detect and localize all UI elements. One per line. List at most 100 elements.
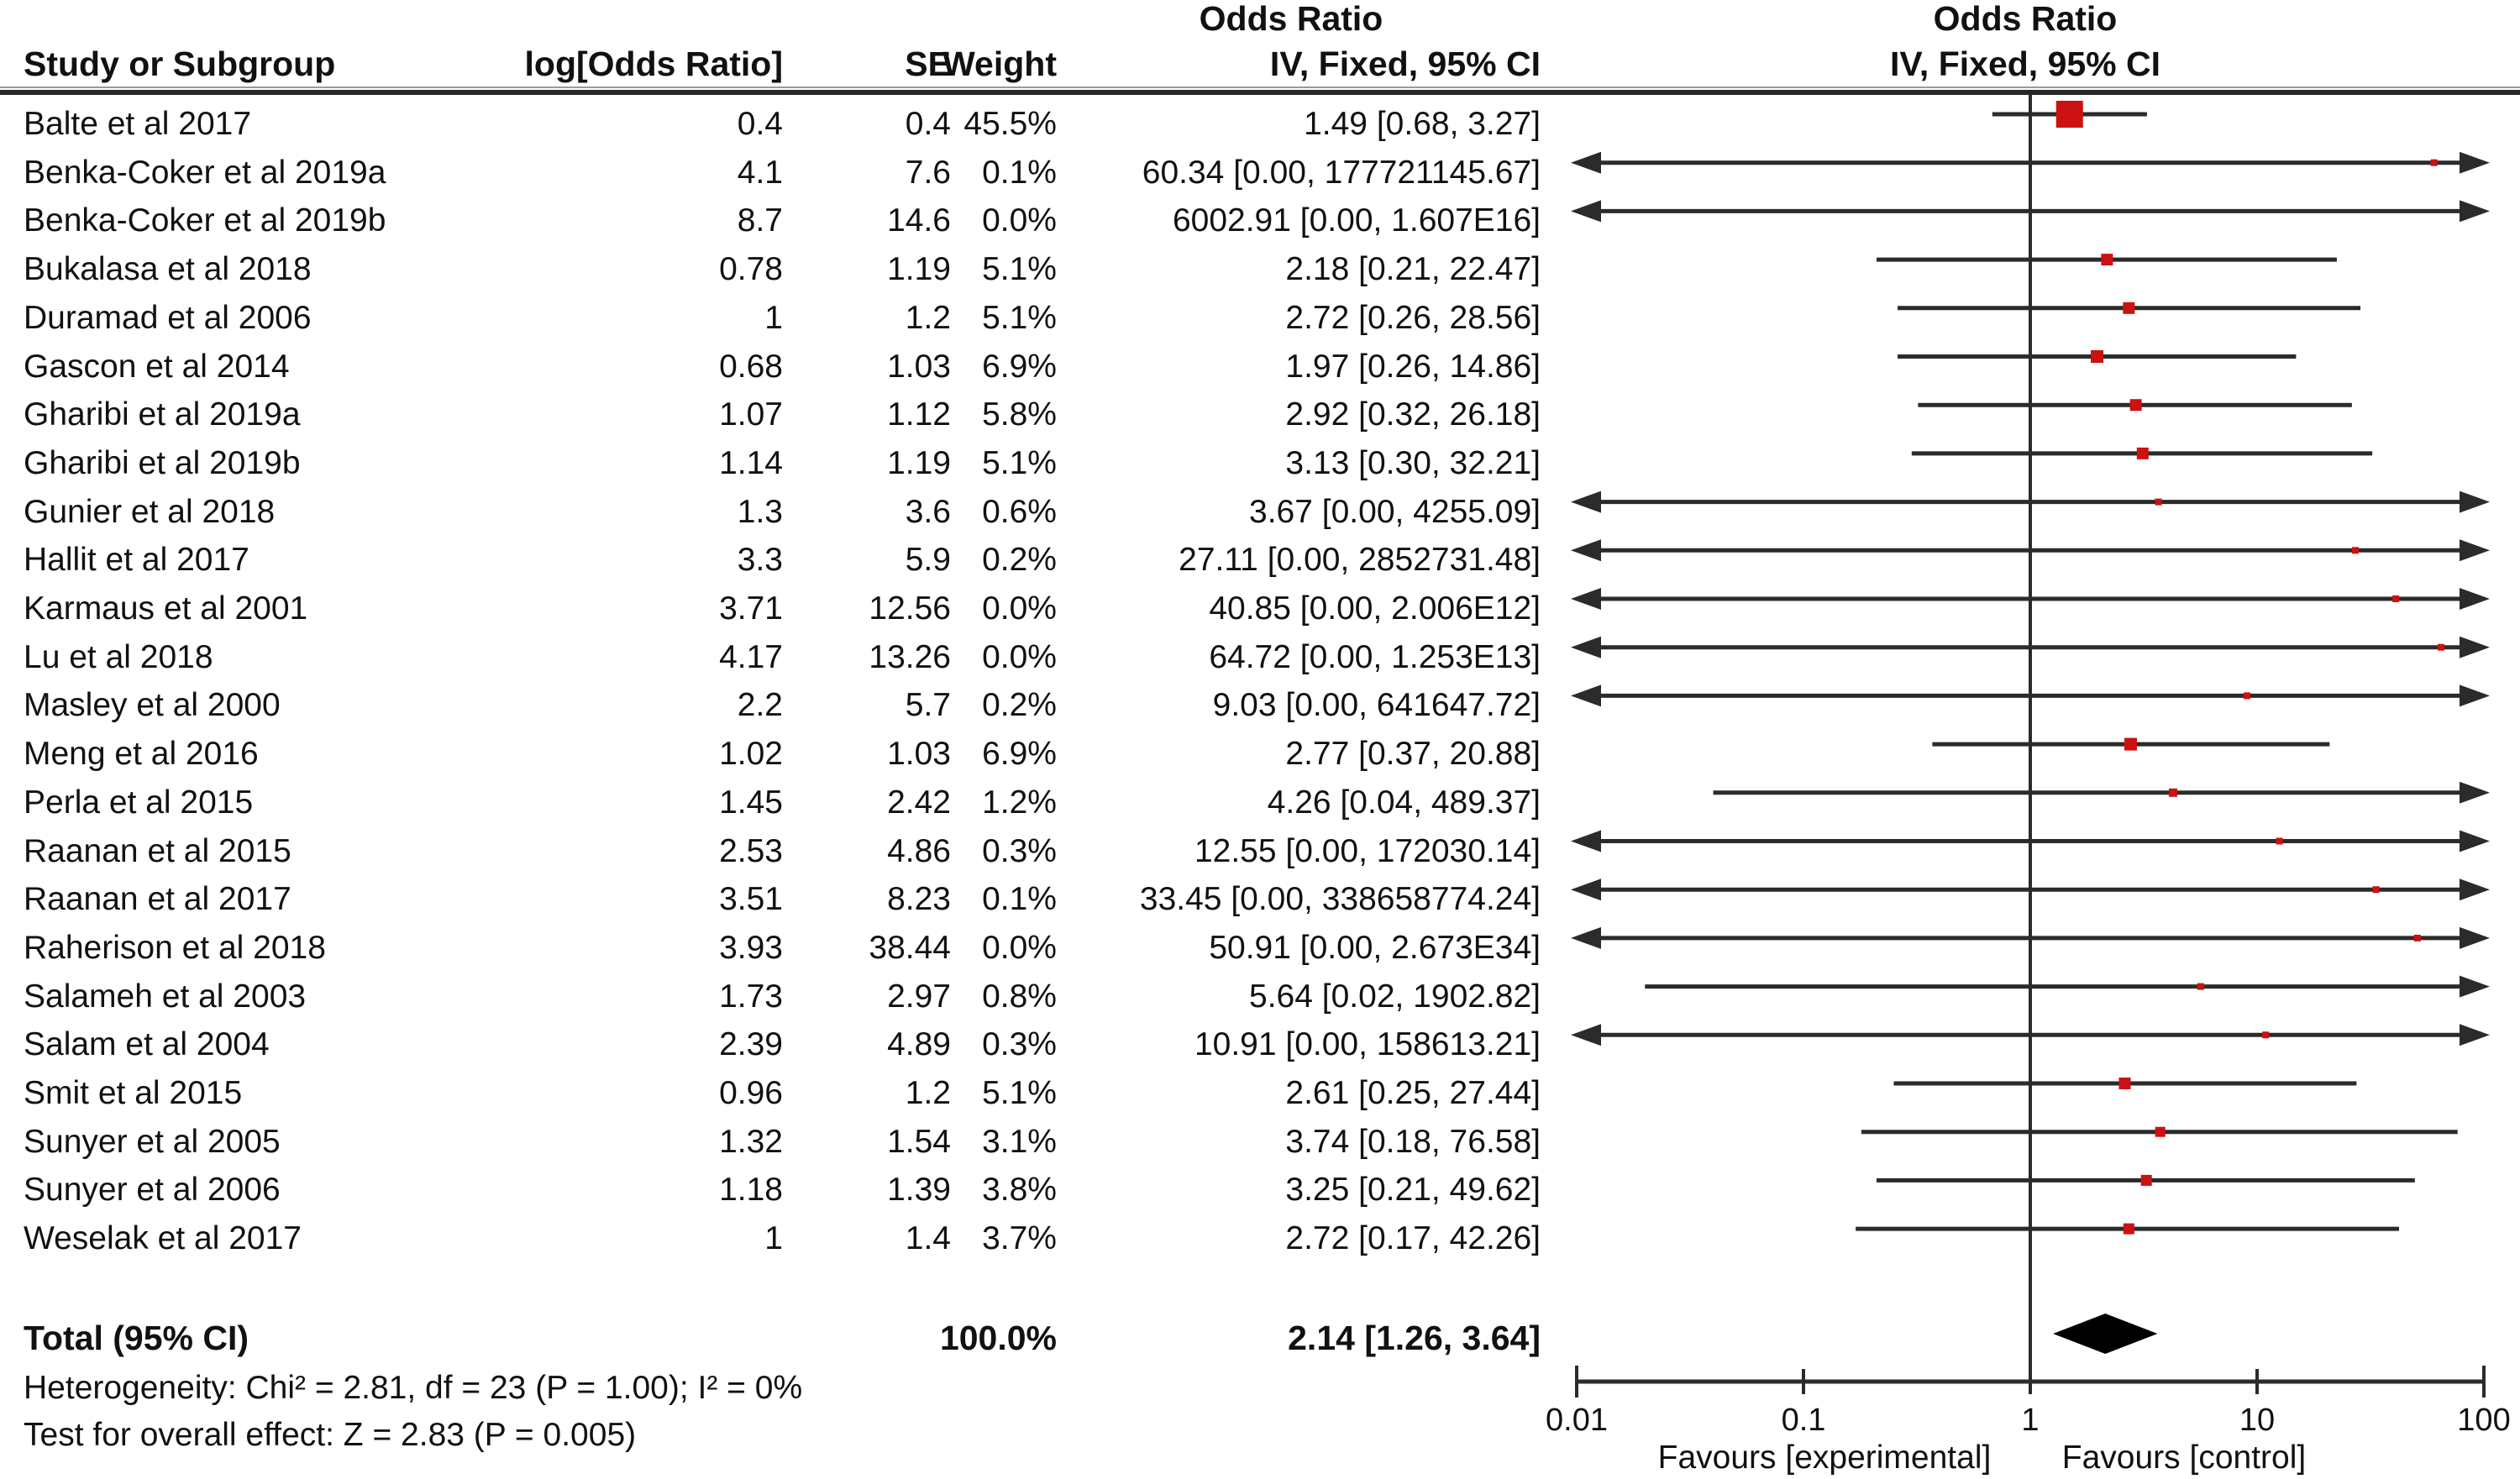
left-arrow-icon <box>1571 1024 1601 1046</box>
study-name: Sunyer et al 2005 <box>24 1124 281 1160</box>
col-header-weight: Weight <box>942 45 1057 83</box>
overall-effect-note: Test for overall effect: Z = 2.83 (P = 0… <box>24 1417 637 1453</box>
se-value: 3.6 <box>905 494 951 530</box>
log-odds-ratio: 2.53 <box>719 833 783 869</box>
log-odds-ratio: 1.02 <box>719 736 783 772</box>
total-ci-text: 2.14 [1.26, 3.64] <box>1288 1319 1541 1357</box>
weight-value: 5.8% <box>982 396 1057 433</box>
x-tick-label: 0.1 <box>1782 1403 1826 1438</box>
log-odds-ratio: 1.45 <box>719 784 783 821</box>
left-arrow-icon <box>1571 490 1601 513</box>
left-arrow-icon <box>1571 684 1601 707</box>
total-diamond <box>2053 1314 2158 1354</box>
or-ci-text: 1.97 [0.26, 14.86] <box>1285 349 1541 385</box>
or-ci-text: 40.85 [0.00, 2.006E12] <box>1209 590 1541 627</box>
se-value: 4.86 <box>887 833 951 869</box>
weight-value: 0.1% <box>982 881 1057 917</box>
col-header-log-odds-ratio: log[Odds Ratio] <box>524 45 783 83</box>
or-point-marker <box>2055 101 2083 128</box>
weight-value: 0.2% <box>982 687 1057 723</box>
se-value: 1.03 <box>887 349 951 385</box>
left-arrow-icon <box>1571 878 1601 901</box>
study-name: Gunier et al 2018 <box>24 494 276 530</box>
se-value: 7.6 <box>905 155 951 191</box>
study-name: Benka-Coker et al 2019a <box>24 155 386 191</box>
weight-value: 0.6% <box>982 494 1057 530</box>
log-odds-ratio: 1.18 <box>719 1172 783 1208</box>
study-name: Raanan et al 2015 <box>24 833 291 869</box>
se-value: 0.4 <box>905 106 951 142</box>
weight-value: 0.1% <box>982 155 1057 191</box>
se-value: 2.97 <box>887 978 951 1015</box>
study-name: Salam et al 2004 <box>24 1026 270 1062</box>
study-name: Meng et al 2016 <box>24 736 259 772</box>
col-header-se: SE <box>905 45 951 83</box>
log-odds-ratio: 8.7 <box>737 202 783 239</box>
or-ci-text: 3.67 [0.00, 4255.09] <box>1249 494 1541 530</box>
log-odds-ratio: 2.39 <box>719 1026 783 1062</box>
or-ci-text: 3.13 [0.30, 32.21] <box>1285 445 1541 481</box>
se-value: 1.2 <box>905 300 951 336</box>
or-ci-text: 2.18 [0.21, 22.47] <box>1285 251 1541 287</box>
or-point-marker <box>2136 447 2149 459</box>
or-ci-text: 3.74 [0.18, 76.58] <box>1285 1124 1541 1160</box>
weight-value: 0.0% <box>982 930 1057 966</box>
left-arrow-icon <box>1571 200 1601 223</box>
right-arrow-icon <box>2460 539 2490 562</box>
se-value: 14.6 <box>887 202 951 239</box>
total-label: Total (95% CI) <box>24 1319 249 1357</box>
weight-value: 3.1% <box>982 1124 1057 1160</box>
log-odds-ratio: 0.68 <box>719 349 783 385</box>
right-arrow-icon <box>2460 830 2490 852</box>
right-arrow-icon <box>2460 200 2490 223</box>
or-ci-text: 2.77 [0.37, 20.88] <box>1285 736 1541 772</box>
right-arrow-icon <box>2460 975 2490 998</box>
right-arrow-icon <box>2460 926 2490 949</box>
favours-left-label: Favours [experimental] <box>1658 1440 1992 1476</box>
or-ci-text: 1.49 [0.68, 3.27] <box>1304 106 1541 142</box>
study-name: Lu et al 2018 <box>24 639 213 675</box>
or-point-marker <box>2123 1223 2134 1235</box>
log-odds-ratio: 2.2 <box>737 687 783 723</box>
or-point-marker <box>2129 399 2142 412</box>
study-name: Weselak et al 2017 <box>24 1220 302 1256</box>
or-point-marker <box>2091 350 2104 363</box>
or-point-marker <box>2124 737 2137 751</box>
log-odds-ratio: 4.17 <box>719 639 783 675</box>
study-name: Masley et al 2000 <box>24 687 281 723</box>
weight-value: 0.2% <box>982 542 1057 578</box>
right-arrow-icon <box>2460 1024 2490 1046</box>
se-value: 4.89 <box>887 1026 951 1062</box>
or-ci-text: 2.72 [0.26, 28.56] <box>1285 300 1541 336</box>
or-point-marker <box>2168 788 2177 797</box>
study-name: Raherison et al 2018 <box>24 930 326 966</box>
se-value: 13.26 <box>869 639 951 675</box>
weight-value: 5.1% <box>982 251 1057 287</box>
or-ci-text: 5.64 [0.02, 1902.82] <box>1249 978 1541 1015</box>
se-value: 5.9 <box>905 542 951 578</box>
x-tick-label: 100 <box>2457 1403 2510 1438</box>
study-name: Sunyer et al 2006 <box>24 1172 281 1208</box>
log-odds-ratio: 1.32 <box>719 1124 783 1160</box>
log-odds-ratio: 3.51 <box>719 881 783 917</box>
log-odds-ratio: 3.3 <box>737 542 783 578</box>
x-tick-label: 10 <box>2239 1403 2275 1438</box>
se-value: 1.54 <box>887 1124 951 1160</box>
study-name: Perla et al 2015 <box>24 784 254 821</box>
or-ci-text: 4.26 [0.04, 489.37] <box>1267 784 1541 821</box>
or-ci-text: 10.91 [0.00, 158613.21] <box>1194 1026 1541 1062</box>
study-name: Duramad et al 2006 <box>24 300 312 336</box>
or-ci-text: 9.03 [0.00, 641647.72] <box>1212 687 1541 723</box>
or-ci-text: 27.11 [0.00, 2852731.48] <box>1179 542 1541 578</box>
or-point-marker <box>2118 1078 2131 1089</box>
or-point-marker <box>2276 837 2283 845</box>
se-value: 1.19 <box>887 251 951 287</box>
or-ci-text: 6002.91 [0.00, 1.607E16] <box>1172 202 1541 239</box>
weight-value: 6.9% <box>982 736 1057 772</box>
study-name: Benka-Coker et al 2019b <box>24 202 386 239</box>
study-name: Balte et al 2017 <box>24 106 252 142</box>
left-arrow-icon <box>1571 926 1601 949</box>
or-point-marker <box>2392 595 2400 602</box>
